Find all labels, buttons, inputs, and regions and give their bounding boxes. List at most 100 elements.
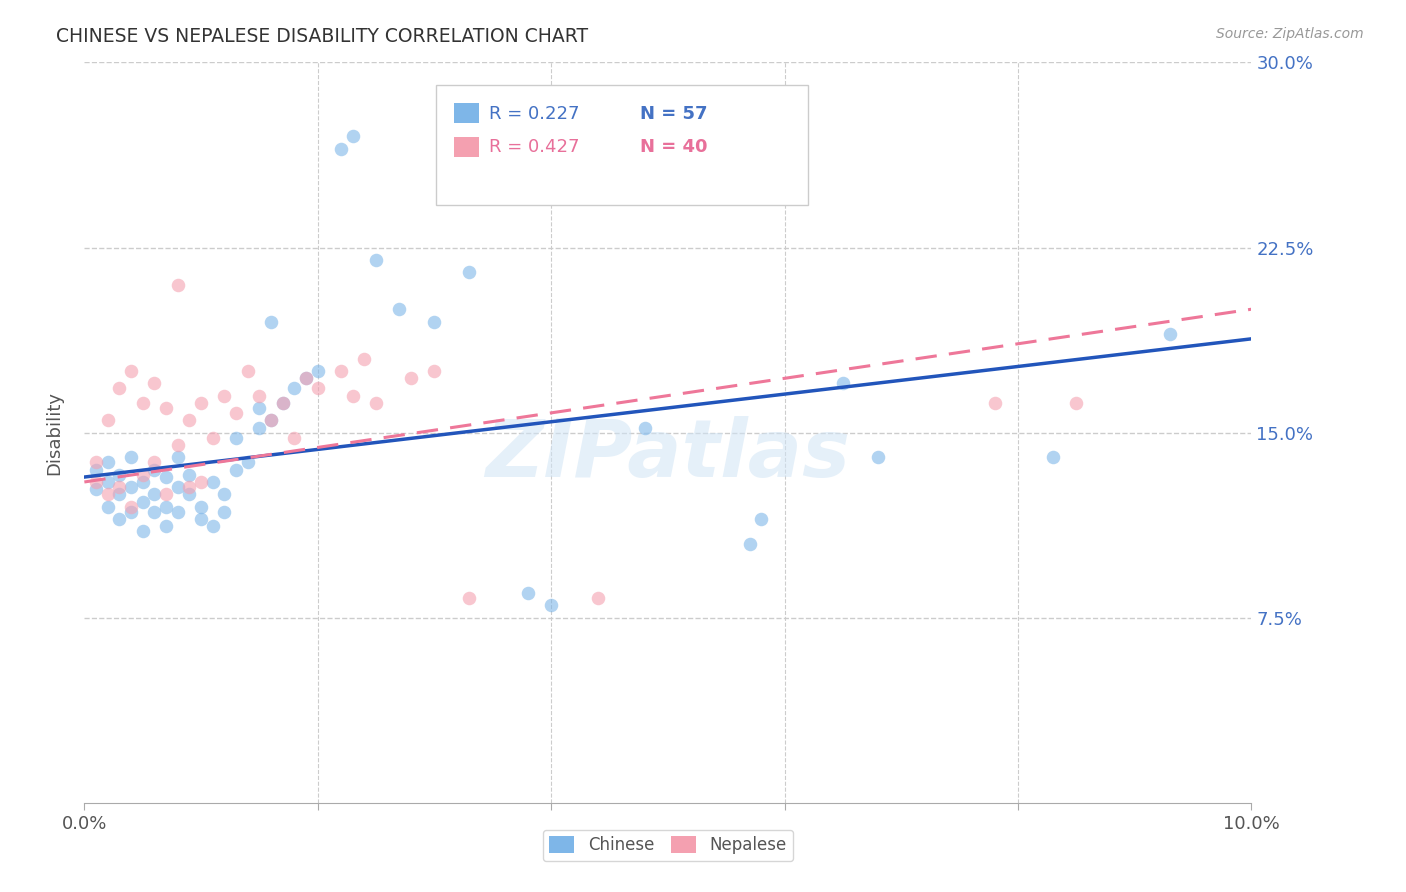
Point xyxy=(423,364,446,378)
Point xyxy=(283,381,305,395)
Point xyxy=(353,351,375,366)
Point xyxy=(179,413,201,427)
Point xyxy=(120,480,142,494)
Point xyxy=(366,252,388,267)
Point xyxy=(1159,326,1181,341)
Point xyxy=(179,487,201,501)
Text: ZIPatlas: ZIPatlas xyxy=(485,416,851,494)
Point xyxy=(132,396,155,410)
Point xyxy=(295,371,318,385)
Point xyxy=(97,500,120,514)
Point xyxy=(166,480,188,494)
Point xyxy=(633,420,655,434)
Point xyxy=(271,396,294,410)
Point xyxy=(225,431,247,445)
Point xyxy=(155,401,177,415)
Point xyxy=(97,413,120,427)
Point xyxy=(236,455,259,469)
Point xyxy=(201,519,224,533)
Point xyxy=(166,277,188,292)
Point xyxy=(143,505,166,519)
Point xyxy=(97,487,120,501)
Point xyxy=(236,364,259,378)
Legend: Chinese, Nepalese: Chinese, Nepalese xyxy=(543,830,793,861)
Point xyxy=(307,381,329,395)
Point xyxy=(132,475,155,489)
Point xyxy=(108,480,131,494)
Point xyxy=(155,500,177,514)
Point xyxy=(366,396,388,410)
Point xyxy=(120,450,142,465)
Point xyxy=(84,462,107,476)
Point xyxy=(458,265,481,279)
Text: N = 57: N = 57 xyxy=(640,105,707,123)
Point xyxy=(84,475,107,489)
Point xyxy=(190,475,212,489)
Point xyxy=(283,431,305,445)
Point xyxy=(108,381,131,395)
Point xyxy=(225,462,247,476)
Point xyxy=(832,376,855,391)
Point xyxy=(749,512,772,526)
Point xyxy=(143,376,166,391)
Point xyxy=(84,455,107,469)
Point xyxy=(132,524,155,539)
Point xyxy=(271,396,294,410)
Point xyxy=(983,396,1005,410)
Point xyxy=(201,475,224,489)
Point xyxy=(120,505,142,519)
Point xyxy=(190,500,212,514)
Point xyxy=(214,505,236,519)
Point xyxy=(132,467,155,482)
Point xyxy=(586,591,609,605)
Point xyxy=(97,475,120,489)
Point xyxy=(342,388,364,402)
Point xyxy=(108,512,131,526)
Point xyxy=(249,420,271,434)
Point xyxy=(190,396,212,410)
Point xyxy=(179,467,201,482)
Point xyxy=(1042,450,1064,465)
Text: Source: ZipAtlas.com: Source: ZipAtlas.com xyxy=(1216,27,1364,41)
Point xyxy=(866,450,889,465)
Point xyxy=(330,142,353,156)
Point xyxy=(179,480,201,494)
Point xyxy=(423,314,446,328)
Point xyxy=(388,302,411,317)
Point xyxy=(249,401,271,415)
Point xyxy=(516,586,538,600)
Point xyxy=(1066,396,1088,410)
Text: CHINESE VS NEPALESE DISABILITY CORRELATION CHART: CHINESE VS NEPALESE DISABILITY CORRELATI… xyxy=(56,27,588,45)
Point xyxy=(399,371,422,385)
Point xyxy=(155,519,177,533)
Point xyxy=(225,406,247,420)
Point xyxy=(155,487,177,501)
Text: N = 40: N = 40 xyxy=(640,138,707,156)
Point xyxy=(166,438,188,452)
Point xyxy=(166,505,188,519)
Point xyxy=(120,364,142,378)
Point xyxy=(307,364,329,378)
Point xyxy=(97,455,120,469)
Y-axis label: Disability: Disability xyxy=(45,391,63,475)
Point xyxy=(260,413,283,427)
Point xyxy=(190,512,212,526)
Point xyxy=(214,388,236,402)
Point xyxy=(143,455,166,469)
Point xyxy=(249,388,271,402)
Point xyxy=(108,467,131,482)
Point xyxy=(143,487,166,501)
Point xyxy=(166,450,188,465)
Text: R = 0.227: R = 0.227 xyxy=(489,105,579,123)
Point xyxy=(108,487,131,501)
Point xyxy=(214,487,236,501)
Point xyxy=(260,314,283,328)
Point xyxy=(540,599,562,613)
Point xyxy=(260,413,283,427)
Point xyxy=(330,364,353,378)
Point xyxy=(295,371,318,385)
Point xyxy=(201,431,224,445)
Point xyxy=(342,129,364,144)
Text: R = 0.427: R = 0.427 xyxy=(489,138,579,156)
Point xyxy=(120,500,142,514)
